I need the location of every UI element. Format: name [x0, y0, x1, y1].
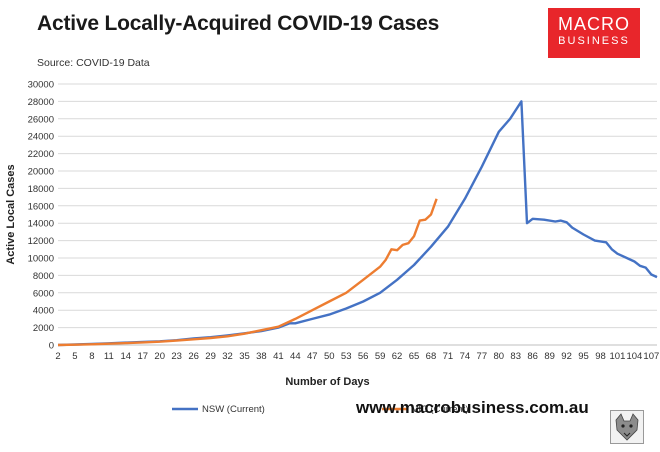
x-tick-label: 38: [256, 351, 267, 362]
y-tick-label: 4000: [33, 306, 54, 317]
x-tick-label: 23: [171, 351, 182, 362]
x-tick-label: 53: [341, 351, 352, 362]
x-tick-label: 56: [358, 351, 369, 362]
y-axis-ticks: 0 2000 4000 6000 8000 10000 12000 14000 16000 180…: [28, 80, 54, 352]
x-tick-label: 80: [493, 351, 504, 362]
x-tick-label: 26: [188, 351, 199, 362]
legend-label: VIC (Current): [412, 404, 468, 415]
x-tick-label: 86: [527, 351, 538, 362]
x-tick-label: 8: [89, 351, 94, 362]
x-axis-label: Number of Days: [285, 376, 369, 388]
y-tick-label: 24000: [28, 132, 54, 143]
y-tick-label: 14000: [28, 219, 54, 230]
y-tick-label: 26000: [28, 114, 54, 125]
x-tick-label: 104: [626, 351, 642, 362]
x-tick-label: 35: [239, 351, 250, 362]
x-tick-label: 89: [544, 351, 555, 362]
logo-line-1: MACRO: [558, 14, 630, 34]
x-tick-label: 74: [460, 351, 471, 362]
y-axis-label: Active Local Cases: [5, 164, 17, 264]
x-tick-label: 17: [137, 351, 148, 362]
x-tick-label: 14: [121, 351, 132, 362]
y-tick-label: 28000: [28, 97, 54, 108]
x-tick-label: 5: [72, 351, 77, 362]
x-tick-label: 107: [643, 351, 659, 362]
y-tick-label: 22000: [28, 149, 54, 160]
y-tick-label: 16000: [28, 201, 54, 212]
x-tick-label: 32: [222, 351, 233, 362]
macrobusiness-logo: MACRO BUSINESS: [548, 8, 640, 58]
y-tick-label: 8000: [33, 271, 54, 282]
x-tick-label: 20: [154, 351, 165, 362]
x-axis-ticks: 2 5 8 11 14 17 20 23 26 29 32 35 38 41 44 47 50 53 56 59 62 6…: [55, 351, 659, 362]
y-tick-label: 30000: [28, 80, 54, 91]
series-line-vic: [57, 198, 438, 347]
x-tick-label: 68: [426, 351, 437, 362]
x-tick-label: 29: [205, 351, 216, 362]
x-tick-label: 59: [375, 351, 386, 362]
legend: NSW (Current) VIC (Current): [172, 404, 468, 415]
x-tick-label: 2: [55, 351, 60, 362]
x-tick-label: 92: [561, 351, 572, 362]
x-tick-label: 71: [443, 351, 454, 362]
y-tick-label: 18000: [28, 184, 54, 195]
x-tick-label: 62: [392, 351, 403, 362]
x-tick-label: 47: [307, 351, 318, 362]
x-tick-label: 44: [290, 351, 301, 362]
x-tick-label: 83: [510, 351, 521, 362]
series-lines: [57, 100, 658, 347]
legend-label: NSW (Current): [202, 404, 265, 415]
logo-line-2: BUSINESS: [558, 35, 630, 47]
x-tick-label: 11: [104, 351, 114, 362]
x-tick-label: 65: [409, 351, 420, 362]
y-tick-label: 6000: [33, 288, 54, 299]
x-tick-label: 95: [578, 351, 589, 362]
x-tick-label: 101: [610, 351, 626, 362]
y-tick-label: 0: [49, 341, 54, 352]
y-tick-label: 20000: [28, 167, 54, 178]
x-tick-label: 50: [324, 351, 335, 362]
x-tick-label: 98: [595, 351, 606, 362]
x-tick-label: 77: [477, 351, 488, 362]
y-tick-label: 10000: [28, 254, 54, 265]
y-tick-label: 12000: [28, 236, 54, 247]
gridlines: [58, 83, 657, 329]
website-url: www.macrobusiness.com.au: [356, 398, 589, 417]
wolf-mascot-icon: [610, 410, 644, 444]
x-tick-label: 41: [273, 351, 284, 362]
y-tick-label: 2000: [33, 323, 54, 334]
chart-source: Source: COVID-19 Data: [37, 57, 150, 69]
chart-title: Active Locally-Acquired COVID-19 Cases: [37, 12, 440, 35]
